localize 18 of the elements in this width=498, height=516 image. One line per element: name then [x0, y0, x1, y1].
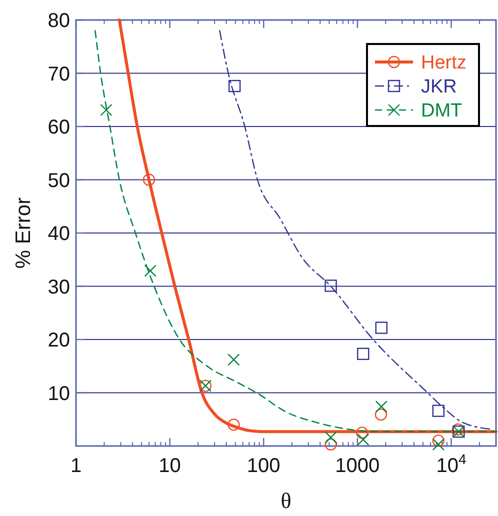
- x-tick-label: 100: [246, 455, 280, 477]
- y-tick-label: 60: [48, 116, 70, 138]
- legend-label: DMT: [421, 100, 463, 122]
- y-tick-label: 10: [48, 382, 70, 405]
- y-tick-label: 40: [48, 223, 70, 245]
- y-tick-label: 20: [48, 330, 70, 352]
- x-tick-label: 1000: [335, 455, 380, 477]
- x-tick-label: 1: [70, 455, 82, 477]
- legend-label: Hertz: [421, 52, 466, 74]
- legend-label: JKR: [421, 76, 457, 98]
- y-tick-label: 50: [48, 170, 70, 192]
- x-tick-label: 10: [158, 455, 181, 477]
- y-tick-label: 80: [48, 10, 70, 32]
- x-axis-title: θ: [280, 488, 292, 513]
- y-axis-title: % Error: [12, 197, 35, 269]
- x-tick-label: 10$^{4}$: [436, 451, 466, 477]
- y-tick-label: 30: [48, 276, 70, 298]
- y-tick-label: 70: [48, 63, 70, 86]
